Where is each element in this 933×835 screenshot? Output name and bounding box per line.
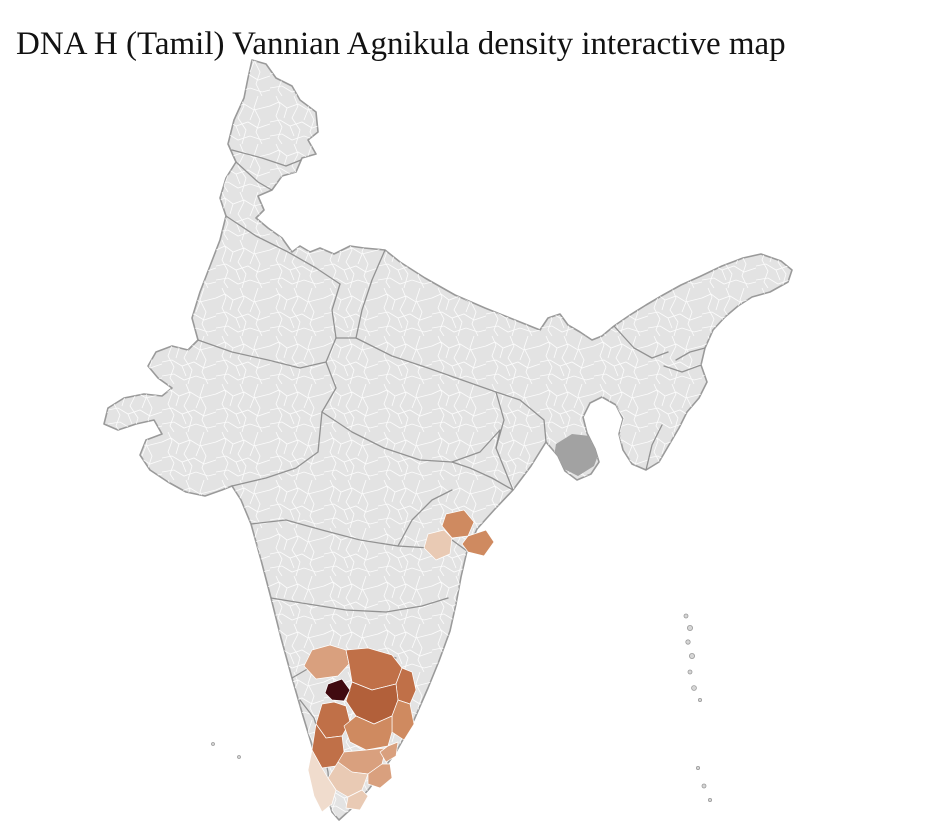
district-polygon[interactable] [345,789,369,811]
district-polygon[interactable] [324,678,351,702]
island [708,798,713,803]
island [689,653,696,660]
andaman-nicobar-islands [683,613,713,803]
island [211,742,215,746]
state-borders [197,149,706,801]
island [685,639,691,645]
island [691,685,697,691]
district-texture [104,60,792,820]
lakshadweep-islands [211,742,241,759]
bengal-dark-region [554,434,600,476]
island [698,698,703,703]
odisha-density-cluster[interactable] [423,509,495,561]
district-polygon[interactable] [367,763,393,789]
district-polygon[interactable] [461,529,495,557]
district-polygon[interactable] [307,749,337,813]
island [687,625,694,632]
island [237,755,241,759]
district-polygon[interactable] [379,741,399,763]
page-title: DNA H (Tamil) Vannian Agnikula density i… [16,26,786,63]
district-polygon[interactable] [423,529,453,561]
island [696,766,701,771]
island [683,613,689,619]
tamilnadu-density-cluster[interactable] [303,644,417,813]
island [701,783,707,789]
island [687,669,693,675]
